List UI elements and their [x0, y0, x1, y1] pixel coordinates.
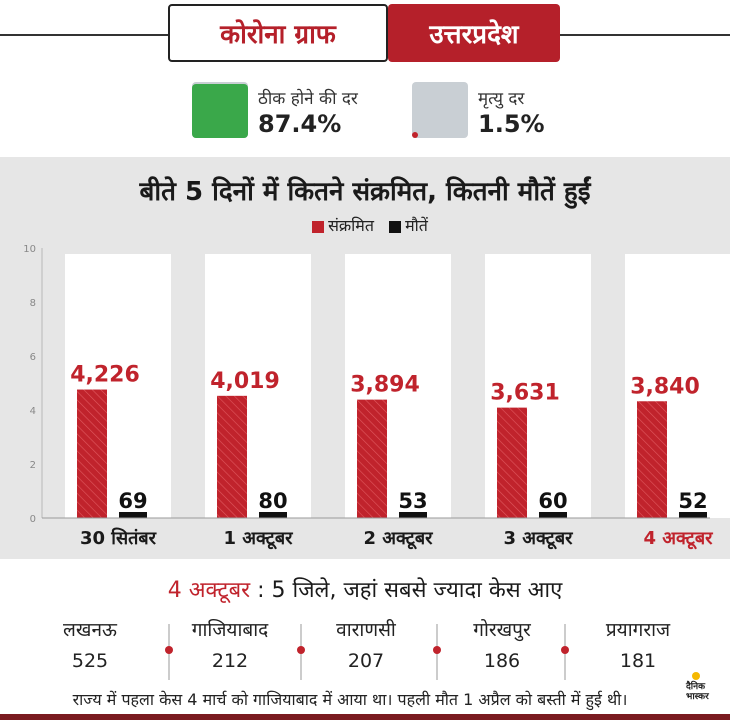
separator-dot	[297, 646, 305, 654]
deaths-value-label: 80	[258, 489, 287, 513]
district-separator	[297, 624, 305, 680]
category-label: 4 अक्टूबर	[643, 528, 713, 550]
death-rate-label: मृत्यु दर	[478, 89, 525, 109]
death-rate-fill	[412, 132, 418, 138]
district-cases: 525	[71, 650, 109, 672]
death-rate-box	[412, 82, 468, 138]
deaths-bar	[539, 512, 567, 518]
district-name: गाजियाबाद	[191, 619, 269, 641]
category-label: 3 अक्टूबर	[503, 528, 573, 550]
district-varanasi: वाराणसी 207	[298, 616, 434, 672]
logo-text: दैनिक भास्कर	[686, 682, 709, 702]
district-cases: 207	[347, 650, 385, 672]
bar-chart: 0 2 4 6 8 10 4,226 69 30 सितंबर 4,019 80 1 अक्टूबर 3…	[23, 244, 730, 550]
district-name: प्रयागराज	[605, 619, 671, 641]
recovery-rate-fill	[192, 84, 248, 138]
header-state: उत्तरप्रदेश	[388, 4, 560, 62]
district-cases: 212	[211, 650, 249, 672]
deaths-value-label: 69	[118, 489, 147, 513]
district-cases: 181	[619, 650, 657, 672]
y-tick-label: 4	[30, 406, 36, 417]
dainik-bhaskar-logo: दैनिक भास्कर	[684, 668, 724, 708]
logo-sun-icon	[692, 672, 700, 680]
footer-note: राज्य में पहला केस 4 मार्च को गाजियाबाद …	[72, 690, 628, 709]
deaths-bar	[679, 512, 707, 518]
y-tick-label: 2	[30, 460, 36, 471]
separator-dot	[433, 646, 441, 654]
legend-swatch-deaths	[389, 220, 402, 233]
district-ghaziabad: गाजियाबाद 212	[162, 616, 298, 672]
infected-bar	[357, 399, 387, 518]
district-gorakhpur: गोरखपुर 186	[434, 616, 570, 672]
deaths-bar	[399, 512, 427, 518]
bottom-bar	[0, 714, 730, 720]
deaths-value-label: 60	[538, 489, 567, 513]
infected-bar	[77, 389, 107, 518]
districts-table: लखनऊ 525 गाजियाबाद 212 वाराणसी 207 गोरखप…	[22, 616, 710, 680]
category-label: 30 सितंबर	[80, 527, 157, 549]
legend-label-infected: संक्रमित	[328, 216, 374, 235]
legend-swatch-infected	[312, 220, 325, 233]
recovery-rate-label: ठीक होने की दर	[258, 89, 358, 109]
district-cases: 186	[483, 650, 521, 672]
deaths-value-label: 52	[678, 489, 707, 513]
deaths-bar	[119, 512, 147, 518]
district-name: गोरखपुर	[473, 619, 531, 641]
infected-value-label: 4,019	[210, 369, 280, 394]
recovery-rate-value: 87.4%	[258, 110, 342, 138]
district-lucknow: लखनऊ 525	[22, 616, 158, 672]
districts-heading: 4 अक्टूबर : 5 जिले, जहां सबसे ज्यादा केस…	[0, 574, 730, 604]
y-tick-label: 6	[30, 352, 36, 363]
infected-bar	[497, 407, 527, 518]
category-label: 1 अक्टूबर	[223, 528, 293, 550]
district-name: लखनऊ	[63, 619, 117, 641]
y-tick-label: 10	[23, 244, 36, 255]
infected-value-label: 3,631	[490, 381, 560, 406]
y-tick-label: 8	[30, 298, 36, 309]
infected-value-label: 3,840	[630, 374, 700, 399]
districts-heading-text: : 5 जिले, जहां सबसे ज्यादा केस आए	[257, 578, 563, 603]
chart-legend: संक्रमित मौतें	[0, 214, 730, 236]
header: कोरोना ग्राफ उत्तरप्रदेश	[0, 0, 730, 72]
infected-value-label: 3,894	[350, 373, 420, 398]
district-name: वाराणसी	[336, 619, 396, 641]
legend-label-deaths: मौतें	[405, 216, 428, 235]
separator-dot	[165, 646, 173, 654]
districts-heading-date: 4 अक्टूबर	[167, 578, 251, 603]
infected-bar	[217, 395, 247, 518]
district-prayagraj: प्रयागराज 181	[570, 616, 706, 672]
infected-bar	[637, 401, 667, 518]
recovery-rate-card: ठीक होने की दर 87.4%	[192, 82, 392, 144]
district-separator	[433, 624, 441, 680]
recovery-rate-box	[192, 82, 248, 138]
district-separator	[561, 624, 569, 680]
district-separator	[165, 624, 173, 680]
header-title: कोरोना ग्राफ	[168, 4, 388, 62]
y-tick-label: 0	[30, 514, 36, 525]
category-label: 2 अक्टूबर	[363, 528, 433, 550]
death-rate-value: 1.5%	[478, 110, 545, 138]
deaths-bar	[259, 512, 287, 518]
death-rate-card: मृत्यु दर 1.5%	[412, 82, 572, 144]
infected-value-label: 4,226	[70, 363, 140, 388]
deaths-value-label: 53	[398, 489, 427, 513]
chart-title: बीते 5 दिनों में कितने संक्रमित, कितनी म…	[139, 177, 591, 207]
separator-dot	[561, 646, 569, 654]
